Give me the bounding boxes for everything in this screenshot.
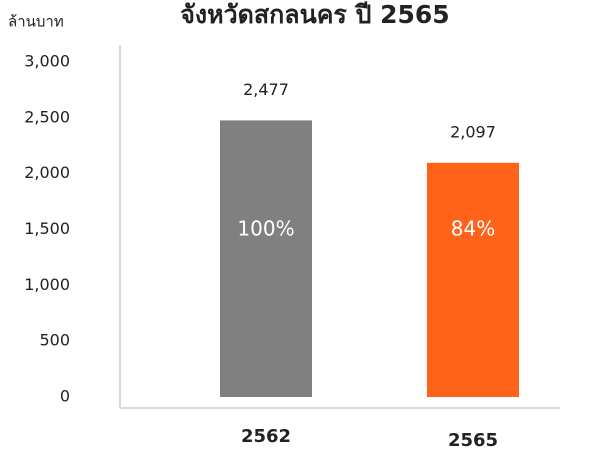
x-tick-label: 2565 (448, 430, 498, 450)
value-label: 2,097 (450, 122, 496, 141)
y-tick-label: 2,000 (24, 163, 70, 182)
y-tick-label: 2,500 (24, 107, 70, 126)
bar (427, 162, 519, 397)
x-tick-label: 2562 (241, 426, 291, 447)
y-tick-label: 0 (60, 387, 70, 406)
y-tick-label: 500 (39, 331, 70, 350)
bar (220, 120, 312, 397)
y-axis-label: ล้านบาท (8, 13, 64, 31)
y-tick-label: 3,000 (24, 52, 70, 71)
y-tick-label: 1,500 (24, 219, 70, 238)
y-tick-label: 1,000 (24, 275, 70, 294)
value-label: 2,477 (243, 80, 289, 99)
chart-title: จังหวัดสกลนคร ปี 2565 (180, 0, 449, 29)
inner-label: 84% (451, 217, 495, 241)
inner-label: 100% (237, 217, 294, 241)
